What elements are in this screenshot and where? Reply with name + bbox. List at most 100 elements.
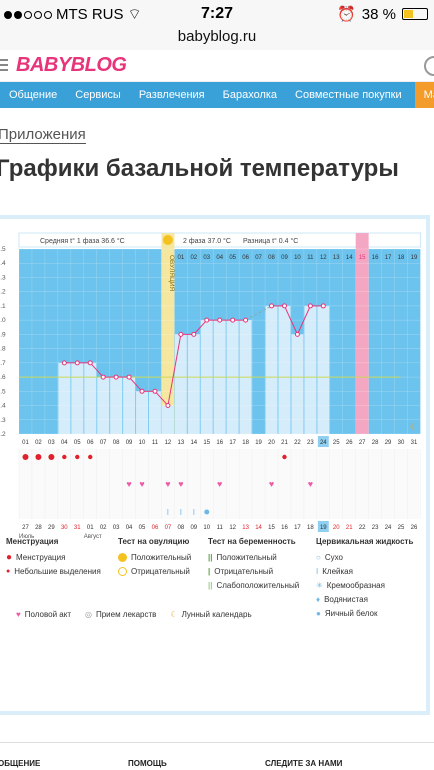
cycle-day-label: 22	[294, 440, 301, 446]
y-tick-label: 36.7	[0, 360, 6, 367]
negative-circle-icon	[118, 566, 127, 576]
cycle-day-label: 05	[74, 440, 81, 446]
cycle-day-label: 13	[178, 440, 185, 446]
temp-bar	[174, 334, 187, 434]
date-label: 02	[100, 525, 107, 531]
date-label: 24	[385, 525, 392, 531]
blood-drop-icon	[282, 454, 287, 460]
clock: 7:27	[200, 5, 234, 22]
breadcrumb[interactable]: Приложения	[0, 126, 86, 144]
temp-line-segment	[167, 334, 182, 406]
temp-line-segment	[284, 305, 298, 335]
y-tick-label: 37.2	[0, 289, 6, 296]
blood-drop-icon	[88, 454, 93, 460]
blood-drop-icon: ●	[6, 551, 13, 563]
footer-link-community[interactable]: ОБЩЕНИЕ	[0, 759, 41, 768]
date-label: 14	[255, 525, 262, 531]
date-label: 19	[320, 525, 327, 531]
date-label: 13	[242, 525, 249, 531]
legend-label: Яичный белок	[324, 608, 378, 618]
heart-icon: ♥	[269, 479, 274, 489]
blood-drop-icon	[75, 454, 80, 460]
temp-point	[126, 374, 132, 380]
main-nav: Общение Сервисы Развлечения Барахолка Со…	[0, 82, 434, 108]
legend-label: Менструация	[16, 552, 66, 562]
top-day-label: 18	[398, 255, 405, 261]
nav-item[interactable]: Сервисы	[75, 89, 121, 101]
temp-point	[139, 388, 145, 394]
legend-cervical-heading: Цервикальная жидкость	[316, 537, 414, 546]
cycle-day-label: 15	[203, 440, 210, 446]
date-label: 12	[229, 525, 236, 531]
cycle-day-label: 03	[48, 440, 55, 446]
legend-label: Сухо	[324, 552, 343, 562]
legend-pregnancy-heading: Тест на беременность	[208, 537, 296, 546]
cycle-day-label: 06	[87, 440, 94, 446]
temp-point	[61, 360, 67, 366]
month-label: Август	[84, 534, 102, 540]
temp-bar	[136, 391, 148, 434]
date-label: 26	[411, 525, 418, 531]
temp-point	[165, 403, 171, 409]
search-icon[interactable]	[424, 56, 434, 76]
nav-item[interactable]: Общение	[9, 89, 58, 101]
blood-drop-icon	[62, 454, 67, 460]
sticky-icon: I	[180, 508, 182, 517]
cycle-day-label: 01	[22, 440, 29, 446]
legend-label: Отрицательный	[214, 566, 274, 576]
cycle-day-label: 07	[100, 440, 107, 446]
nav-item[interactable]: Мамина шко	[414, 82, 434, 108]
heart-icon: ♥	[16, 609, 21, 619]
temp-point	[230, 317, 236, 323]
top-day-label: 19	[411, 255, 418, 261]
y-tick-label: 36.3	[0, 417, 6, 424]
legend-label: Слабоположительный	[216, 580, 300, 590]
temp-point	[100, 374, 106, 380]
temp-point	[217, 317, 223, 323]
date-label: 30	[61, 525, 68, 531]
site-logo[interactable]: BABYBLOG	[16, 54, 127, 76]
legend-label: Половой акт	[24, 609, 71, 619]
single-bar-icon: |	[208, 566, 211, 576]
top-day-label: 07	[255, 255, 262, 261]
current-day-highlight	[317, 436, 329, 447]
date-label: 27	[22, 525, 29, 531]
status-bar: MTS RUS ⌔ 7:27 ⏰ 38 %	[0, 0, 434, 28]
cycle-day-label: 16	[216, 440, 223, 446]
egg-white-icon	[204, 509, 210, 515]
cycle-day-label: 11	[152, 440, 159, 446]
sticky-icon: I	[167, 508, 169, 517]
date-label: 20	[333, 525, 340, 531]
footer-link-help[interactable]: ПОМОЩЬ	[128, 759, 167, 768]
top-day-label: 06	[242, 255, 249, 261]
url-bar[interactable]: babyblog.ru	[0, 28, 434, 50]
cycle-day-label: 12	[165, 440, 172, 446]
date-label: 08	[178, 525, 185, 531]
menu-icon[interactable]	[0, 59, 8, 74]
sticky-icon: I	[193, 508, 195, 517]
temp-bar	[278, 305, 291, 434]
cycle-day-label: 04	[61, 440, 68, 446]
current-date-highlight	[317, 521, 329, 532]
legend-label: Водянистая	[324, 594, 368, 604]
site-header: BABYBLOG	[0, 50, 434, 82]
legend-label: Отрицательный	[131, 566, 190, 576]
cycle-day-label: 08	[113, 440, 120, 446]
creamy-icon: ✳	[316, 580, 323, 590]
temp-bar	[265, 305, 278, 434]
nav-item[interactable]: Совместные покупки	[295, 89, 402, 101]
temp-point	[269, 303, 275, 309]
y-tick-label: 37.4	[0, 260, 6, 267]
cycle-day-label: 14	[190, 440, 197, 446]
footer-link-follow[interactable]: СЛЕДИТЕ ЗА НАМИ	[265, 759, 343, 768]
top-day-label: 12	[320, 255, 327, 261]
nav-item[interactable]: Развлечения	[138, 89, 205, 101]
nav-item[interactable]: Барахолка	[222, 89, 278, 101]
cycle-day-label: 09	[126, 440, 133, 446]
y-tick-label: 37.3	[0, 274, 6, 281]
cycle-day-label: 31	[411, 440, 418, 446]
y-tick-label: 37.5	[0, 246, 6, 253]
month-label: Июль	[19, 534, 34, 540]
positive-circle-icon	[118, 552, 127, 562]
sticky-icon: I	[316, 566, 319, 576]
